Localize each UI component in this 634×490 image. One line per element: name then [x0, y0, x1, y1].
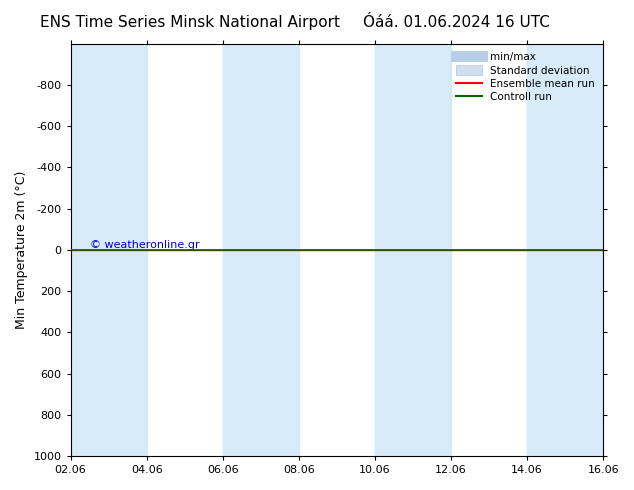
Bar [70, 44, 146, 456]
Legend: min/max, Standard deviation, Ensemble mean run, Controll run: min/max, Standard deviation, Ensemble me… [453, 49, 598, 105]
Bar [375, 44, 451, 456]
Text: Óáá. 01.06.2024 16 UTC: Óáá. 01.06.2024 16 UTC [363, 15, 550, 30]
Text: ENS Time Series Minsk National Airport: ENS Time Series Minsk National Airport [40, 15, 340, 30]
Y-axis label: Min Temperature 2m (°C): Min Temperature 2m (°C) [15, 171, 28, 329]
Bar [527, 44, 603, 456]
Bar [223, 44, 299, 456]
Text: © weatheronline.gr: © weatheronline.gr [89, 240, 199, 250]
